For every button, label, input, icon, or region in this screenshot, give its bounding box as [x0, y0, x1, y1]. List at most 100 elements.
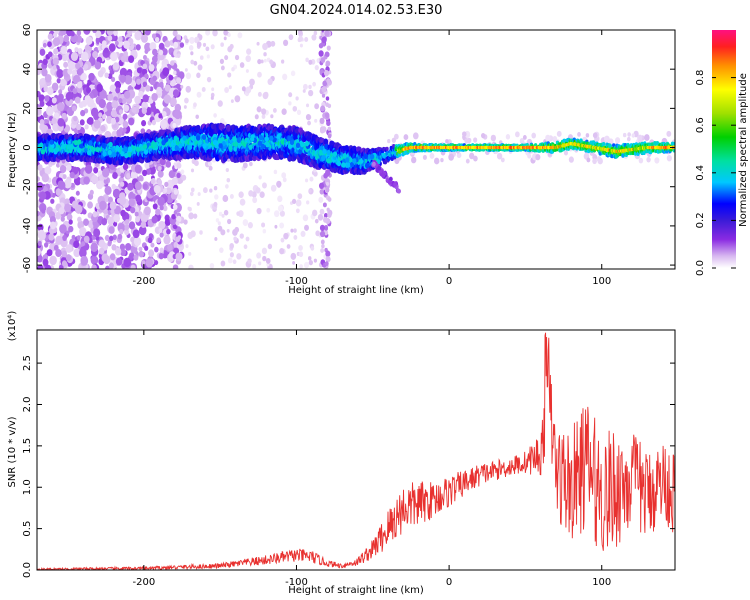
spectrogram-cell: [220, 65, 225, 71]
spectrogram-cell: [74, 204, 83, 214]
spectrogram-cell: [298, 244, 303, 251]
spectrogram-cell: [654, 157, 660, 164]
spectrogram-cell: [249, 161, 253, 167]
spectrogram-cell: [262, 182, 267, 189]
spectrogram-cell: [130, 80, 137, 88]
spectrogram-cell: [262, 43, 268, 51]
spectrogram-cell: [110, 51, 118, 62]
spectrogram-cell: [644, 134, 650, 142]
spectrogram-cell: [185, 244, 189, 249]
spectrogram-cell: [387, 139, 391, 144]
spectrogram-cell: [56, 78, 61, 84]
spectrogram-cell: [61, 250, 68, 258]
spectrogram-cell: [261, 247, 268, 255]
spectrogram-cell: [568, 156, 574, 163]
spectrogram-cell: [136, 67, 142, 74]
spectrogram-cell: [327, 133, 332, 139]
spectrogram-cell: [94, 61, 102, 70]
spectrogram-cell: [131, 106, 137, 113]
spectrogram-cell: [273, 169, 278, 175]
spectrogram-cell: [172, 30, 178, 37]
spectrogram-cell: [119, 74, 127, 83]
spectrogram-cell: [279, 222, 285, 229]
spectrogram-cell: [113, 30, 118, 36]
spectrogram-cell: [39, 191, 47, 201]
spectrogram-cell: [103, 178, 109, 185]
spectrogram-cell: [323, 212, 328, 218]
spectrogram-cell: [302, 89, 306, 93]
spectrogram-cell: [321, 93, 326, 98]
spectrogram-cell: [324, 112, 330, 119]
spectrogram-cell: [77, 67, 84, 76]
spectrogram-cell: [262, 228, 267, 234]
spectrogram-cell: [134, 95, 141, 105]
spectrogram-cell: [49, 215, 56, 224]
spectrogram-cell: [140, 213, 149, 223]
spectrogram-cell: [52, 65, 57, 70]
spectrogram-cell: [101, 218, 108, 226]
spectrogram-cell: [318, 196, 324, 203]
spectrogram-cell: [88, 72, 95, 81]
spectrogram-cell: [627, 132, 631, 137]
spectrogram-cell: [115, 257, 123, 266]
spectrogram-cell: [39, 123, 46, 131]
spectrogram-cell: [150, 178, 155, 185]
spectrogram-cell: [100, 124, 106, 132]
spectrogram-cell: [194, 36, 200, 44]
spectrogram-cell: [308, 84, 312, 90]
spectrogram-cell: [134, 30, 142, 41]
spectrogram-cell: [117, 223, 126, 233]
spectrogram-cell: [76, 81, 83, 89]
spectrogram-cell: [190, 230, 196, 238]
spectrogram-cell: [56, 68, 64, 79]
spectrogram-cell: [281, 172, 287, 179]
spectrogram-cell: [292, 261, 296, 265]
spectrogram-cell: [120, 55, 127, 63]
spectrogram-cell: [76, 123, 82, 131]
spectrogram-cell: [123, 50, 129, 57]
spectrogram-cell: [66, 213, 73, 221]
spectrogram-cell: [189, 36, 195, 44]
spectrogram-cell: [295, 96, 299, 101]
spectrogram-cell: [144, 245, 149, 251]
spectrogram-cell: [209, 188, 213, 193]
spectrogram-cell: [55, 188, 62, 196]
spectrogram-cell: [263, 52, 267, 57]
spectrogram-cell: [176, 77, 182, 84]
spectrogram-cell: [239, 62, 245, 68]
spectrogram-cell: [318, 50, 324, 57]
spectrogram-cell: [282, 177, 287, 183]
spectrogram-cell: [327, 197, 332, 202]
spectrogram-cell: [307, 120, 311, 126]
spectrogram-cell: [185, 72, 192, 80]
spectrogram-cell: [247, 222, 253, 229]
spectrogram-cell: [47, 41, 52, 48]
spectrogram-cell: [314, 118, 318, 123]
spectrogram-cell: [37, 247, 41, 257]
spectrogram-cell: [411, 156, 417, 164]
spectrogram-cell: [55, 212, 61, 220]
spectrogram-cell: [245, 86, 252, 94]
spectrogram-cell: [63, 179, 72, 189]
spectrogram-cell: [196, 72, 201, 79]
spectrogram-cell: [228, 85, 232, 90]
spectrogram-cell: [115, 247, 122, 256]
spectrogram-cell: [267, 78, 273, 86]
spectrogram-cell: [58, 207, 65, 215]
spectrogram-cell: [96, 83, 103, 93]
spectrogram-cell: [298, 35, 303, 42]
spectrogram-cell: [106, 101, 114, 111]
spectrogram-cell: [173, 43, 178, 49]
spectrogram-cell: [256, 207, 262, 215]
spectrogram-cell: [298, 251, 304, 258]
spectrogram-cell: [249, 78, 255, 86]
spectrogram-cell: [193, 60, 198, 66]
spectrogram-cell: [274, 224, 278, 229]
spectrogram-cell: [269, 59, 274, 65]
spectrogram-cell: [220, 260, 226, 267]
spectrogram-cell: [638, 157, 644, 164]
spectrogram-cell: [322, 80, 328, 87]
spectrogram-cell: [76, 30, 82, 36]
spectrogram-cell: [61, 260, 68, 267]
spectrogram-cell: [108, 226, 115, 234]
